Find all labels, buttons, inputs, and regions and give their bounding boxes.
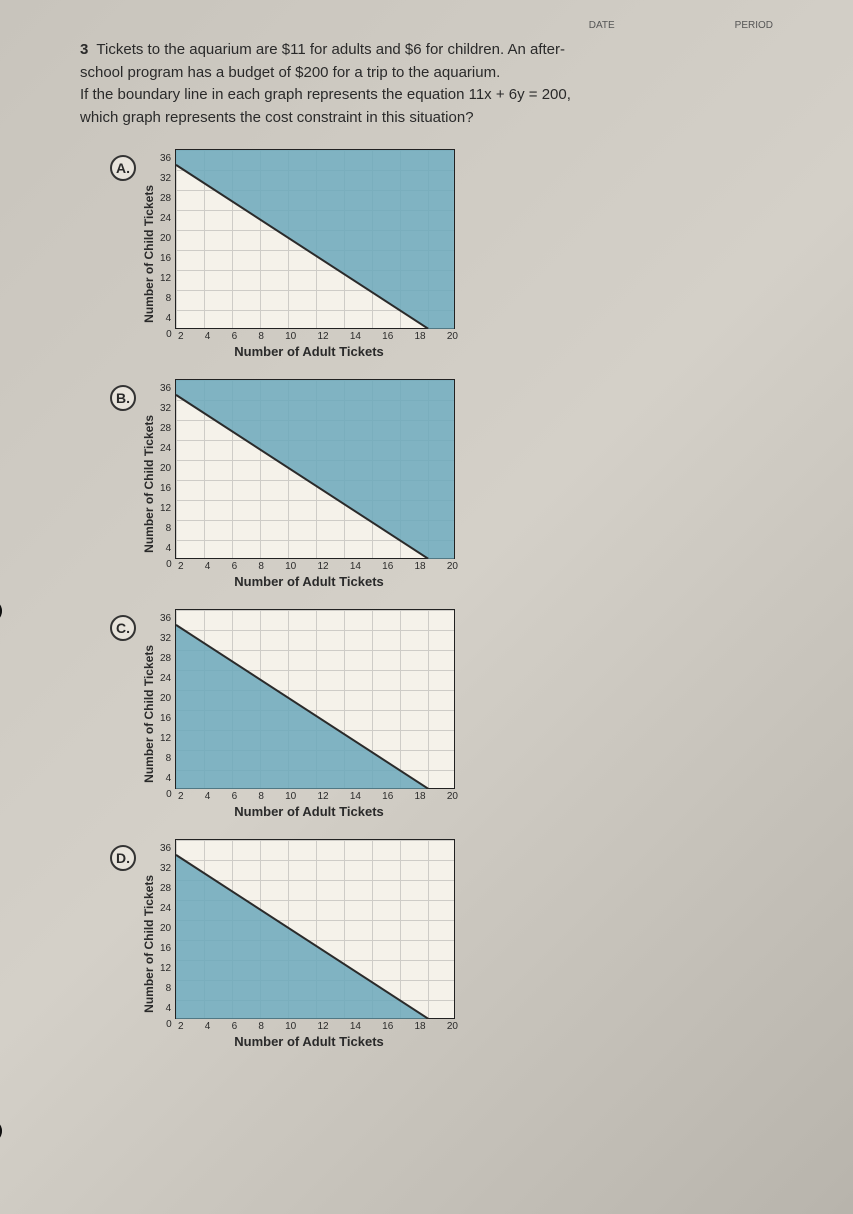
question-line-1: school program has a budget of $200 for … bbox=[80, 64, 500, 81]
option-B[interactable]: B. Number of Child Tickets 481216202428323… bbox=[110, 379, 813, 589]
chart-grid: 0 bbox=[175, 149, 455, 329]
y-ticks: 4812162024283236 bbox=[160, 149, 175, 329]
question-number: 3 bbox=[80, 41, 88, 58]
option-A[interactable]: A. Number of Child Tickets 481216202428323… bbox=[110, 149, 813, 359]
option-C[interactable]: C. Number of Child Tickets 481216202428323… bbox=[110, 609, 813, 819]
x-ticks: 2468101214161820 bbox=[178, 1019, 458, 1032]
x-axis-label: Number of Adult Tickets bbox=[160, 574, 458, 589]
chart-grid: 0 bbox=[175, 379, 455, 559]
question-text: 3 Tickets to the aquarium are $11 for ad… bbox=[80, 39, 813, 129]
x-axis-label: Number of Adult Tickets bbox=[160, 1034, 458, 1049]
chart: Number of Child Tickets 48121620242832360… bbox=[142, 609, 458, 819]
option-letter: A. bbox=[110, 155, 136, 181]
chart: Number of Child Tickets 48121620242832360… bbox=[142, 379, 458, 589]
option-letter: B. bbox=[110, 385, 136, 411]
question-line-2: If the boundary line in each graph repre… bbox=[80, 86, 571, 103]
chart-grid: 0 bbox=[175, 609, 455, 789]
question-line-0: Tickets to the aquarium are $11 for adul… bbox=[96, 41, 565, 58]
x-ticks: 2468101214161820 bbox=[178, 329, 458, 342]
y-axis-label: Number of Child Tickets bbox=[142, 875, 156, 1013]
y-ticks: 4812162024283236 bbox=[160, 379, 175, 559]
period-label: PERIOD bbox=[735, 20, 773, 31]
option-letter: D. bbox=[110, 845, 136, 871]
header-labels: DATE PERIOD bbox=[40, 20, 813, 31]
x-axis-label: Number of Adult Tickets bbox=[160, 804, 458, 819]
chart: Number of Child Tickets 48121620242832360… bbox=[142, 149, 458, 359]
y-ticks: 4812162024283236 bbox=[160, 609, 175, 789]
x-axis-label: Number of Adult Tickets bbox=[160, 344, 458, 359]
date-label: DATE bbox=[589, 20, 615, 31]
y-axis-label: Number of Child Tickets bbox=[142, 185, 156, 323]
x-ticks: 2468101214161820 bbox=[178, 559, 458, 572]
y-ticks: 4812162024283236 bbox=[160, 839, 175, 1019]
option-D[interactable]: D. Number of Child Tickets 481216202428323… bbox=[110, 839, 813, 1049]
option-letter: C. bbox=[110, 615, 136, 641]
question-line-3: which graph represents the cost constrai… bbox=[80, 109, 474, 126]
y-axis-label: Number of Child Tickets bbox=[142, 415, 156, 553]
y-axis-label: Number of Child Tickets bbox=[142, 645, 156, 783]
chart: Number of Child Tickets 48121620242832360… bbox=[142, 839, 458, 1049]
chart-grid: 0 bbox=[175, 839, 455, 1019]
x-ticks: 2468101214161820 bbox=[178, 789, 458, 802]
